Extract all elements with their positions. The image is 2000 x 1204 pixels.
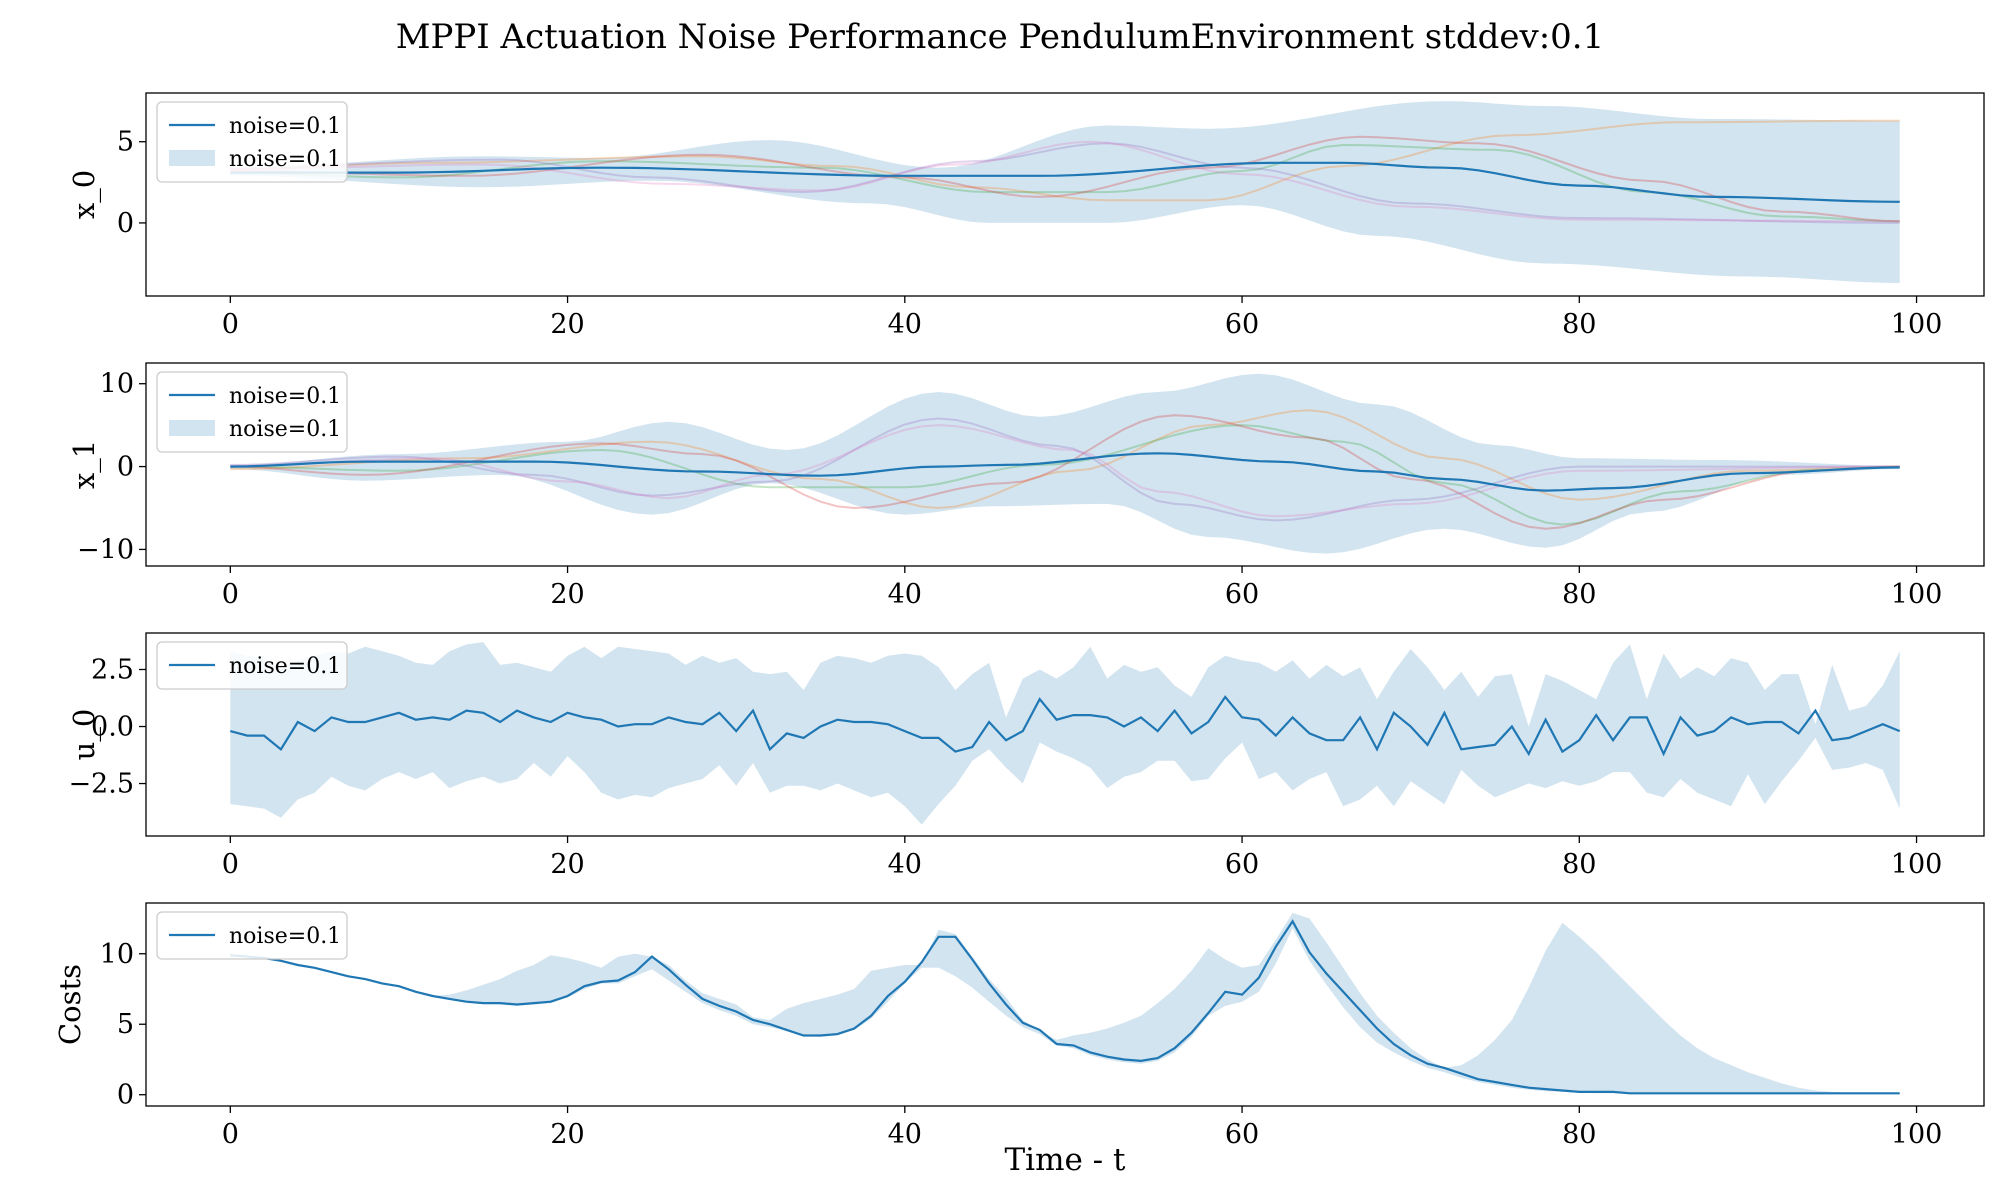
subplot-0-xtick-label-0: 0 bbox=[222, 309, 239, 340]
subplot-0-mean-line bbox=[230, 161, 1900, 203]
subplot-3-ytick-label-2: 10 bbox=[100, 939, 134, 970]
subplot-1-xtick-label-3: 60 bbox=[1225, 579, 1259, 610]
subplot-1-xtick-label-0: 0 bbox=[222, 579, 239, 610]
subplot-3-xtick-label-4: 80 bbox=[1562, 1119, 1596, 1150]
subplot-0-legend-label-0: noise=0.1 bbox=[229, 114, 341, 139]
subplot-0-xtick-label-3: 60 bbox=[1225, 309, 1259, 340]
subplot-1-xtick-label-2: 40 bbox=[888, 579, 922, 610]
subplot-2: 0 20 40 60 80 100 −2.5 0.0 2.5 u_0 noise=0.1 bbox=[67, 632, 1985, 880]
subplot-0-xtick-label-1: 20 bbox=[550, 309, 584, 340]
subplot-1-frame bbox=[145, 362, 1985, 567]
subplot-3-frame bbox=[145, 902, 1985, 1107]
subplot-3-ytick-label-0: 0 bbox=[117, 1080, 134, 1111]
subplot-2-std-band bbox=[230, 642, 1900, 825]
subplot-3-xtick-label-3: 60 bbox=[1225, 1119, 1259, 1150]
subplot-1-sample-line-2 bbox=[230, 414, 1900, 530]
subplot-0-xtick-label-5: 100 bbox=[1891, 309, 1943, 340]
subplot-1-plot-area bbox=[230, 373, 1900, 554]
subplot-0-plot-area bbox=[230, 101, 1900, 283]
subplot-1-legend-label-1: noise=0.1 bbox=[229, 417, 341, 442]
subplot-2-ytick-label-2: 2.5 bbox=[91, 654, 134, 685]
subplot-1-mean-line bbox=[230, 452, 1900, 492]
subplot-0-xtick-label-4: 80 bbox=[1562, 309, 1596, 340]
subplot-3-legend-label-0: noise=0.1 bbox=[229, 924, 341, 949]
subplot-1-std-band bbox=[230, 373, 1900, 554]
subplot-0-sample-line-4 bbox=[230, 140, 1900, 223]
subplot-1-ytick-label-2: 10 bbox=[100, 369, 134, 400]
subplot-0-legend-band-swatch bbox=[169, 150, 215, 166]
chart-title: MPPI Actuation Noise Performance Pendulu… bbox=[396, 17, 1605, 57]
subplot-3: 0 20 40 60 80 100 0 5 10 Costs noise=0.1 bbox=[53, 902, 1985, 1150]
subplot-3-ytick-label-1: 5 bbox=[117, 1009, 134, 1040]
subplot-3-plot-area bbox=[230, 912, 1900, 1095]
subplot-3-ylabel: Costs bbox=[53, 964, 87, 1045]
subplot-1-sample-line-4 bbox=[230, 424, 1900, 518]
subplot-3-xtick-label-1: 20 bbox=[550, 1119, 584, 1150]
subplot-3-legend-box bbox=[156, 911, 348, 960]
subplot-3-xtick-label-0: 0 bbox=[222, 1119, 239, 1150]
subplot-2-xtick-label-2: 40 bbox=[888, 849, 922, 880]
subplot-2-mean-line bbox=[230, 695, 1901, 757]
subplot-1-legend-label-0: noise=0.1 bbox=[229, 384, 341, 409]
subplot-1: 0 20 40 60 80 100 −10 0 10 x_1 noise=0.1 noise=0.1 bbox=[67, 362, 1985, 610]
subplot-3-std-band bbox=[230, 912, 1900, 1094]
subplot-0-ylabel: x_0 bbox=[67, 170, 102, 219]
subplot-0: 0 20 40 60 80 100 0 5 x_0 noise=0.1 noise=0.1 bbox=[67, 92, 1985, 340]
subplot-0-sample-line-0 bbox=[230, 119, 1900, 202]
subplot-2-xtick-label-4: 80 bbox=[1562, 849, 1596, 880]
subplot-3-mean-line bbox=[230, 919, 1900, 1095]
subplot-2-xtick-label-0: 0 bbox=[222, 849, 239, 880]
subplot-1-legend-box bbox=[156, 371, 348, 453]
subplot-0-xtick-label-2: 40 bbox=[888, 309, 922, 340]
subplot-1-xtick-label-1: 20 bbox=[550, 579, 584, 610]
subplot-2-xtick-label-5: 100 bbox=[1891, 849, 1943, 880]
subplot-2-xtick-label-1: 20 bbox=[550, 849, 584, 880]
subplot-1-sample-line-3 bbox=[230, 417, 1900, 522]
subplot-1-sample-line-1 bbox=[230, 424, 1900, 526]
subplot-2-xtick-label-3: 60 bbox=[1225, 849, 1259, 880]
subplot-0-sample-line-2 bbox=[230, 135, 1900, 223]
subplot-0-ytick-label-0: 0 bbox=[117, 208, 134, 239]
subplot-1-ytick-label-0: −10 bbox=[77, 534, 134, 565]
subplot-2-ylabel: u_0 bbox=[67, 709, 102, 761]
subplot-1-ylabel: x_1 bbox=[67, 440, 102, 489]
subplot-3-xtick-label-5: 100 bbox=[1891, 1119, 1943, 1150]
subplot-0-frame bbox=[145, 92, 1985, 297]
subplot-1-legend-band-swatch bbox=[169, 420, 215, 436]
subplot-0-sample-line-3 bbox=[230, 142, 1900, 224]
subplot-1-ytick-label-1: 0 bbox=[117, 452, 134, 483]
x-axis-label: Time - t bbox=[1005, 1142, 1127, 1178]
subplot-1-xtick-label-5: 100 bbox=[1891, 579, 1943, 610]
subplot-0-legend-label-1: noise=0.1 bbox=[229, 147, 341, 172]
subplot-0-legend-box bbox=[156, 101, 348, 183]
subplot-1-xtick-label-4: 80 bbox=[1562, 579, 1596, 610]
subplot-2-legend-label-0: noise=0.1 bbox=[229, 654, 341, 679]
subplot-2-plot-area bbox=[230, 642, 1901, 825]
subplot-2-ytick-label-1: 0.0 bbox=[91, 712, 134, 743]
subplot-2-ytick-label-0: −2.5 bbox=[68, 769, 134, 800]
subplot-3-xtick-label-2: 40 bbox=[888, 1119, 922, 1150]
subplot-1-sample-line-0 bbox=[230, 409, 1900, 510]
subplot-2-legend-box bbox=[156, 641, 348, 690]
subplot-0-ytick-label-1: 5 bbox=[117, 127, 134, 158]
subplot-0-std-band bbox=[230, 101, 1900, 283]
subplot-2-frame bbox=[145, 632, 1985, 837]
